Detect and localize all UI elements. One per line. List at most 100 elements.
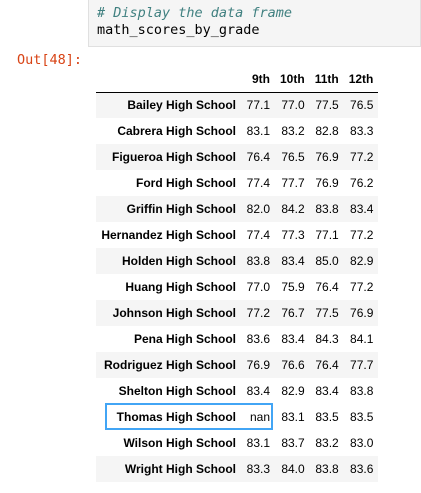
table-cell[interactable]: 83.4 xyxy=(281,332,305,346)
row-index-label[interactable]: Griffin High School xyxy=(126,202,236,216)
table-cell[interactable]: 77.2 xyxy=(350,228,374,242)
table-cell[interactable]: 76.5 xyxy=(350,98,374,113)
table-cell[interactable]: 77.5 xyxy=(315,98,339,113)
dataframe-table: 9th 10th 11th 12th Bailey High School 77.… xyxy=(96,66,379,482)
table-cell[interactable]: 83.8 xyxy=(315,462,339,476)
table-cell[interactable]: 83.8 xyxy=(246,254,270,268)
table-cell[interactable]: 83.7 xyxy=(281,436,305,450)
row-index-label[interactable]: Pena High School xyxy=(133,332,236,346)
row-index-label[interactable]: Thomas High School xyxy=(96,404,241,430)
table-cell[interactable]: 83.8 xyxy=(350,384,374,398)
table-cell[interactable]: 77.2 xyxy=(350,150,374,164)
table-row: Shelton High School 83.4 82.9 83.4 83.8 xyxy=(96,378,379,404)
output-prompt: Out[48]: xyxy=(17,52,83,68)
table-cell[interactable]: 76.4 xyxy=(246,150,270,164)
row-index-label[interactable]: Wilson High School xyxy=(123,436,236,450)
row-index-label[interactable]: Holden High School xyxy=(122,254,236,268)
table-cell[interactable]: 82.0 xyxy=(246,202,270,216)
row-index-label[interactable]: Rodriguez High School xyxy=(104,358,236,372)
table-cell[interactable]: 77.7 xyxy=(350,358,374,372)
table-cell[interactable]: 84.1 xyxy=(350,332,374,346)
table-cell[interactable]: 77.7 xyxy=(281,176,305,190)
table-cell[interactable]: 83.6 xyxy=(246,332,270,346)
table-cell[interactable]: 76.9 xyxy=(246,358,270,372)
table-row: Wright High School 83.3 84.0 83.8 83.6 xyxy=(96,456,379,482)
table-cell[interactable]: 77.4 xyxy=(246,176,270,190)
row-index-label[interactable]: Shelton High School xyxy=(118,384,236,398)
table-cell[interactable]: 76.9 xyxy=(315,150,339,164)
table-cell[interactable]: 83.8 xyxy=(315,202,339,216)
table-header-row: 9th 10th 11th 12th xyxy=(96,66,379,93)
code-input-cell[interactable]: # Display the data frame math_scores_by_… xyxy=(88,0,421,47)
column-header-9th: 9th xyxy=(241,66,275,93)
table-cell[interactable]: 85.0 xyxy=(315,254,339,268)
table-cell[interactable]: 83.5 xyxy=(309,404,344,430)
table-row: Johnson High School 77.2 76.7 77.5 76.9 xyxy=(96,300,379,326)
table-cell[interactable]: 84.2 xyxy=(281,202,305,216)
table-cell[interactable]: 83.0 xyxy=(350,436,374,450)
table-cell[interactable]: 77.5 xyxy=(315,306,339,320)
table-cell[interactable]: 84.0 xyxy=(281,462,305,476)
table-cell[interactable]: 83.1 xyxy=(246,124,270,138)
table-cell[interactable]: 75.9 xyxy=(281,280,305,294)
row-index-label[interactable]: Johnson High School xyxy=(112,306,236,320)
table-row: Figueroa High School 76.4 76.5 76.9 77.2 xyxy=(96,144,379,170)
table-cell[interactable]: 76.5 xyxy=(281,150,305,164)
table-row: Cabrera High School 83.1 83.2 82.8 83.3 xyxy=(96,118,379,144)
table-cell[interactable]: 82.8 xyxy=(315,124,339,138)
table-cell[interactable]: 83.6 xyxy=(350,462,374,476)
table-cell[interactable]: 84.3 xyxy=(315,332,339,346)
row-index-label[interactable]: Bailey High School xyxy=(127,98,236,113)
table-row: Thomas High School nan 83.1 83.5 83.5 xyxy=(96,404,379,430)
table-cell[interactable]: nan xyxy=(241,404,275,430)
table-cell[interactable]: 83.4 xyxy=(350,202,374,216)
row-index-label[interactable]: Figueroa High School xyxy=(111,150,236,164)
table-cell[interactable]: 83.5 xyxy=(343,404,379,430)
table-cell[interactable]: 83.4 xyxy=(315,384,339,398)
code-expression: math_scores_by_grade xyxy=(97,22,260,38)
table-cell[interactable]: 83.1 xyxy=(246,436,270,450)
table-cell[interactable]: 83.2 xyxy=(281,124,305,138)
table-row: Griffin High School 82.0 84.2 83.8 83.4 xyxy=(96,196,379,222)
table-cell[interactable]: 83.4 xyxy=(281,254,305,268)
table-row: Wilson High School 83.1 83.7 83.2 83.0 xyxy=(96,430,379,456)
table-row: Holden High School 83.8 83.4 85.0 82.9 xyxy=(96,248,379,274)
table-row: Huang High School 77.0 75.9 76.4 77.2 xyxy=(96,274,379,300)
table-cell[interactable]: 77.3 xyxy=(281,228,305,242)
table-row: Rodriguez High School 76.9 76.6 76.4 77.7 xyxy=(96,352,379,378)
table-cell[interactable]: 77.0 xyxy=(281,98,305,113)
table-cell[interactable]: 77.4 xyxy=(246,228,270,242)
table-row: Ford High School 77.4 77.7 76.9 76.2 xyxy=(96,170,379,196)
table-cell[interactable]: 83.4 xyxy=(246,384,270,398)
table-cell[interactable]: 82.9 xyxy=(281,384,305,398)
table-body: Bailey High School 77.1 77.0 77.5 76.5 Cabrer… xyxy=(96,92,379,482)
table-cell[interactable]: 83.3 xyxy=(350,124,374,138)
table-cell[interactable]: 77.2 xyxy=(350,280,374,294)
table-cell[interactable]: 77.0 xyxy=(246,280,270,294)
table-cell[interactable]: 76.7 xyxy=(281,306,305,320)
column-header-12th: 12th xyxy=(343,66,379,93)
row-index-label[interactable]: Cabrera High School xyxy=(117,124,236,138)
row-index-label[interactable]: Wright High School xyxy=(124,462,236,476)
table-cell[interactable]: 76.9 xyxy=(315,176,339,190)
table-cell[interactable]: 83.1 xyxy=(275,404,310,430)
row-index-label[interactable]: Huang High School xyxy=(125,280,236,294)
row-index-label[interactable]: Ford High School xyxy=(136,176,236,190)
row-index-label[interactable]: Hernandez High School xyxy=(101,228,236,242)
table-cell[interactable]: 77.1 xyxy=(315,228,339,242)
table-cell[interactable]: 76.9 xyxy=(350,306,374,320)
table-cell[interactable]: 83.3 xyxy=(246,462,270,476)
column-header-11th: 11th xyxy=(309,66,344,93)
code-comment: # Display the data frame xyxy=(97,5,293,21)
table-cell[interactable]: 82.9 xyxy=(350,254,374,268)
table-row: Bailey High School 77.1 77.0 77.5 76.5 xyxy=(96,92,379,118)
table-cell[interactable]: 77.1 xyxy=(246,98,270,113)
table-cell[interactable]: 76.2 xyxy=(350,176,374,190)
table-cell[interactable]: 77.2 xyxy=(246,306,270,320)
table-cell[interactable]: 83.2 xyxy=(315,436,339,450)
table-cell[interactable]: 76.6 xyxy=(281,358,305,372)
table-cell[interactable]: 76.4 xyxy=(315,280,339,294)
table-row: Pena High School 83.6 83.4 84.3 84.1 xyxy=(96,326,379,352)
table-cell[interactable]: 76.4 xyxy=(315,358,339,372)
